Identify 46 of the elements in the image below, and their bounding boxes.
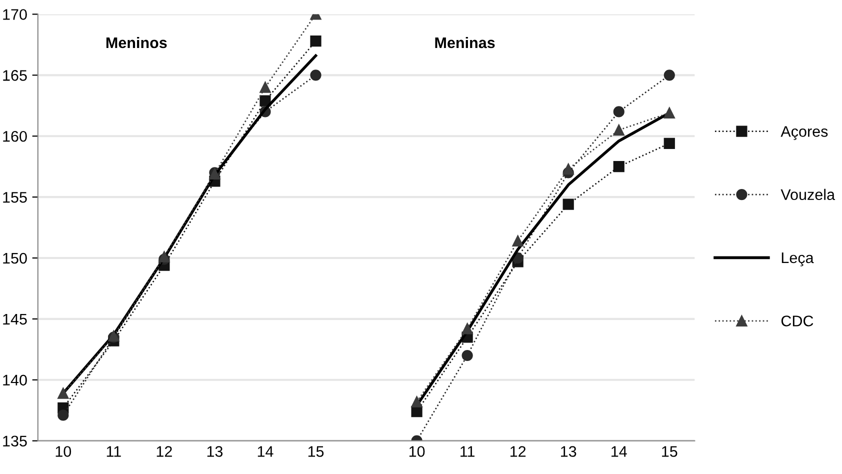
x-tick-label: 14 — [258, 446, 274, 457]
x-tick-label: 12 — [156, 446, 172, 457]
point — [664, 138, 675, 149]
x-tick-label: 15 — [308, 446, 324, 457]
point — [260, 82, 271, 93]
point — [462, 350, 473, 362]
y-tick-label: 140 — [3, 374, 27, 386]
point — [310, 35, 322, 47]
legend-label: Açores — [780, 126, 828, 140]
point — [562, 163, 574, 175]
x-tick-label: 13 — [207, 446, 223, 457]
y-tick-label: 170 — [3, 9, 27, 20]
y-tick-label: 155 — [3, 192, 27, 203]
x-tick-label: 10 — [409, 446, 425, 457]
point — [664, 107, 675, 119]
point — [158, 251, 170, 262]
x-tick-label: 15 — [662, 446, 678, 457]
point — [58, 388, 69, 399]
x-tick-label: 14 — [612, 446, 627, 457]
point — [613, 124, 624, 136]
y-tick-label: 135 — [3, 436, 27, 447]
point — [462, 323, 473, 334]
x-tick-label: 12 — [510, 446, 526, 457]
point — [613, 161, 624, 172]
y-tick-label: 165 — [3, 70, 27, 81]
x-tick-label: 11 — [106, 446, 121, 457]
x-tick-label: 11 — [460, 446, 474, 457]
y-tick-label: 150 — [3, 252, 27, 264]
point — [310, 70, 322, 81]
x-tick-label: 10 — [56, 446, 72, 457]
y-tick-label: 145 — [3, 314, 27, 325]
annotation: Meninos — [106, 36, 167, 48]
point — [58, 410, 69, 421]
point — [664, 70, 675, 81]
point — [562, 198, 574, 210]
point — [411, 396, 422, 408]
y-tick-label: 160 — [3, 130, 27, 142]
point — [613, 106, 624, 118]
legend-label: Vouzela — [780, 188, 836, 200]
legend-label: Leça — [782, 252, 814, 266]
point — [260, 95, 271, 106]
annotation: Meninas — [435, 36, 495, 48]
legend-label: CDC — [781, 316, 814, 326]
point — [512, 235, 524, 246]
point — [411, 406, 422, 418]
x-tick-label: 13 — [561, 446, 576, 457]
